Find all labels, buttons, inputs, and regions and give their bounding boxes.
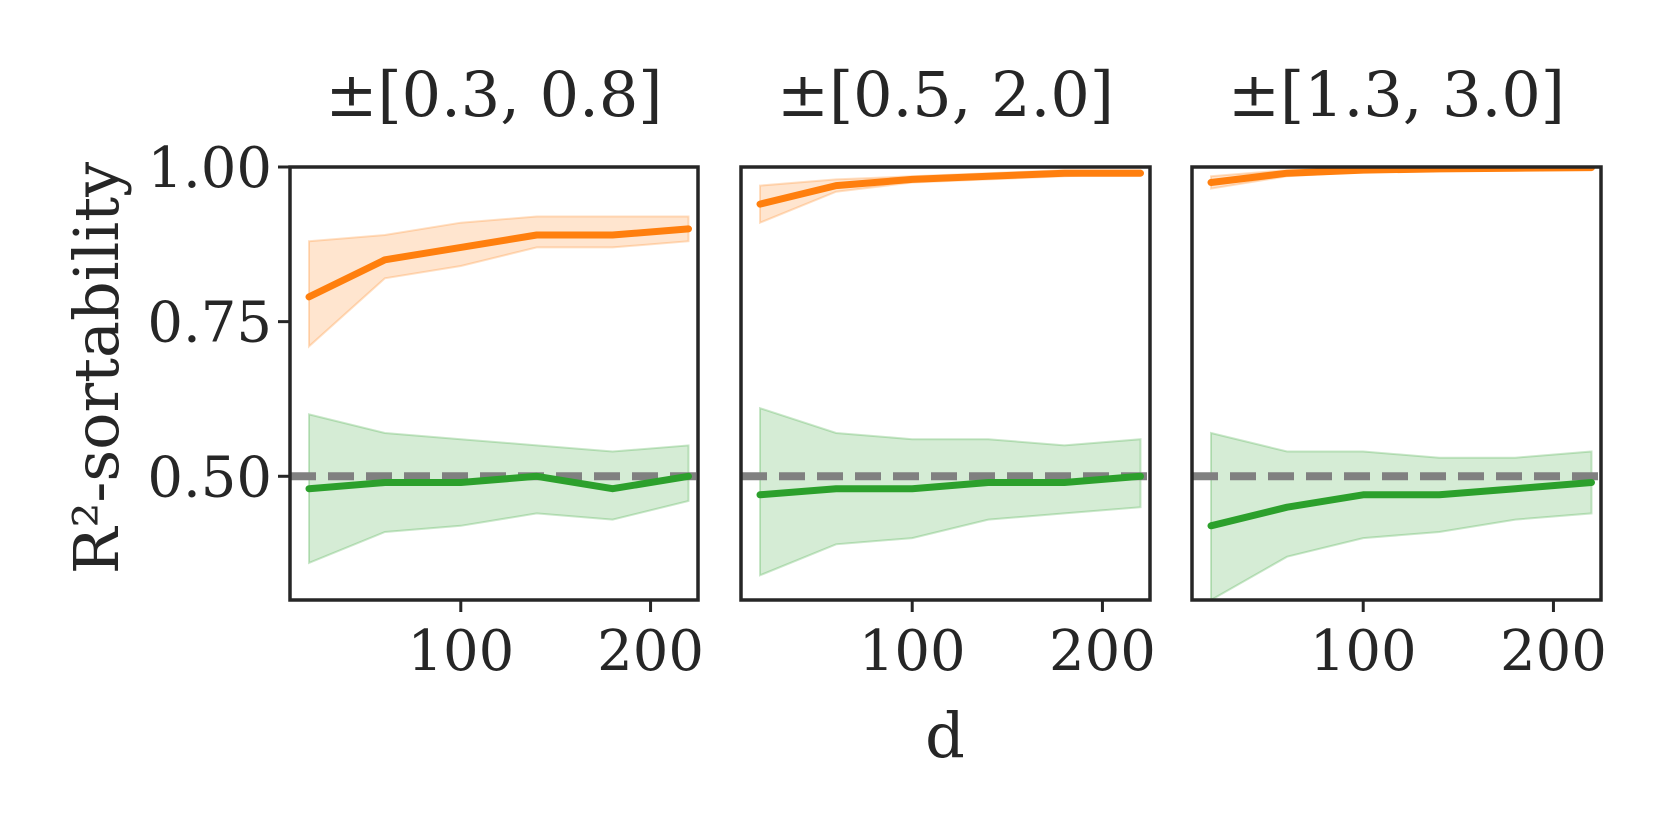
- panel-2: ±[0.5, 2.0] 100 200: [739, 58, 1156, 684]
- panel-title: ±[1.3, 3.0]: [1228, 58, 1565, 131]
- band-green: [308, 413, 690, 565]
- panel-title: ±[0.5, 2.0]: [777, 58, 1114, 131]
- panel-title: ±[0.3, 0.8]: [326, 58, 663, 131]
- x-axis-label: d: [925, 699, 965, 772]
- series-line-orange: [305, 225, 692, 301]
- panel-frame: [739, 165, 1152, 602]
- x-tick-label: 200: [1500, 619, 1607, 684]
- plot-area: [741, 169, 1150, 577]
- x-tick-label: 200: [597, 619, 704, 684]
- panel-1: ±[0.3, 0.8] 100 200 1.00 0.75 0.50: [147, 58, 704, 684]
- band-green: [1210, 431, 1593, 600]
- series-line-green: [1207, 479, 1595, 530]
- panel-frame: [1190, 165, 1603, 602]
- series-line-orange: [756, 169, 1144, 208]
- plot-area: [1192, 167, 1601, 600]
- y-tick-label: 0.50: [147, 445, 272, 510]
- panel-frame: [288, 165, 700, 602]
- y-tick-label: 0.75: [147, 291, 272, 356]
- band-green: [759, 406, 1142, 577]
- x-tick-label: 100: [859, 619, 966, 684]
- x-tick-label: 200: [1049, 619, 1156, 684]
- plot-area: [290, 215, 698, 565]
- series-line-green: [305, 472, 692, 493]
- series-line-green: [756, 472, 1144, 499]
- band-orange: [308, 215, 690, 349]
- x-tick-label: 100: [1310, 619, 1417, 684]
- panel-3: ±[1.3, 3.0] 100 200: [1190, 58, 1607, 684]
- y-axis-label: R²-sortability: [60, 162, 133, 574]
- panels-group: ±[0.3, 0.8] 100 200 1.00 0.75 0.50 ±[0.5, 2.0]…: [147, 58, 1607, 684]
- x-tick-label: 100: [407, 619, 514, 684]
- y-tick-label: 1.00: [147, 136, 272, 201]
